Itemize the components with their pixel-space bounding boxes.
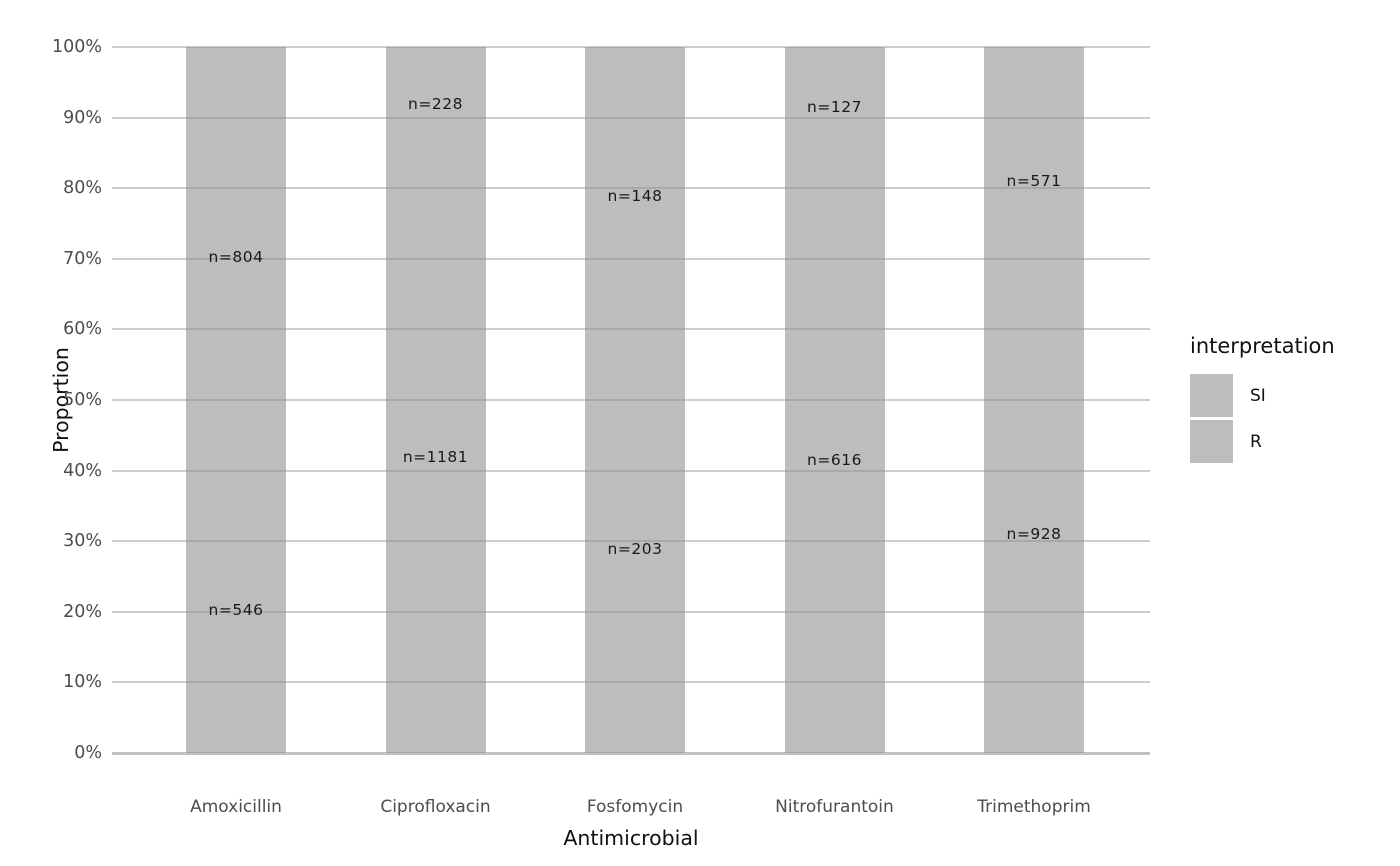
legend: interpretation SI R [1190, 334, 1335, 466]
legend-swatch-si [1190, 374, 1233, 417]
x-axis-title: Antimicrobial [563, 826, 699, 850]
bar-count-label: n=571 [1006, 172, 1062, 191]
y-tick-label: 40% [63, 460, 102, 481]
x-tick-label: Trimethoprim [977, 797, 1091, 817]
x-tick-label: Ciprofloxacin [380, 797, 491, 817]
legend-key-r: R [1190, 420, 1335, 463]
bar-count-label: n=1181 [402, 448, 469, 467]
legend-label-si: SI [1250, 385, 1266, 406]
legend-label-r: R [1250, 431, 1262, 452]
bar [784, 47, 885, 753]
x-tick-label: Amoxicillin [190, 797, 282, 817]
gridline [112, 752, 1150, 755]
y-tick-label: 10% [63, 672, 102, 693]
bar-count-label: n=616 [807, 451, 862, 470]
legend-key-si: SI [1190, 374, 1335, 417]
y-tick-label: 70% [63, 248, 102, 269]
bar [585, 47, 685, 753]
bar-count-label: n=928 [1006, 525, 1062, 544]
legend-title: interpretation [1190, 334, 1335, 358]
y-tick-label: 80% [63, 178, 102, 199]
bar-count-label: n=127 [807, 98, 862, 117]
y-tick-label: 100% [51, 37, 102, 57]
plot-panel: 0% 10% 20% 30% 40% 50% 60% 70% 80% 90% 100% n=804 n=… [52, 37, 1150, 817]
bar-count-label: n=203 [607, 539, 663, 558]
x-tick-label: Fosfomycin [586, 797, 684, 817]
x-tick-label: Nitrofurantoin [775, 797, 894, 817]
y-tick-label: 30% [63, 531, 102, 552]
y-tick-label: 0% [74, 743, 102, 763]
bar-count-label: n=804 [208, 248, 264, 267]
bar [984, 47, 1084, 753]
y-tick-label: 20% [63, 601, 102, 622]
legend-swatch-r [1190, 420, 1233, 463]
bar-count-label: n=228 [408, 95, 463, 114]
bar-count-label: n=546 [208, 601, 264, 620]
y-tick-label: 50% [63, 390, 102, 410]
bar [186, 47, 286, 753]
y-tick-label: 60% [63, 319, 102, 340]
bar [385, 47, 486, 753]
bar-count-label: n=148 [607, 186, 663, 205]
y-tick-label: 90% [63, 107, 102, 128]
